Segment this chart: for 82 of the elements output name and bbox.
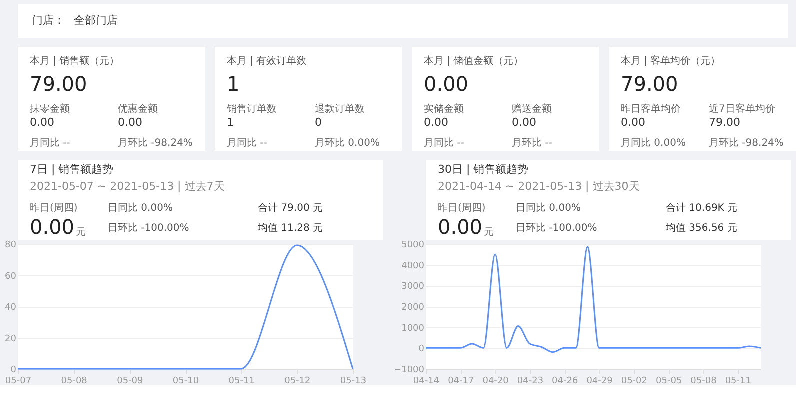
text: 实储金额 xyxy=(424,103,464,115)
text: 79.00 xyxy=(621,72,678,96)
text: 本月 | 储值金额（元） xyxy=(424,55,524,67)
text: 月同比 -- xyxy=(424,137,465,149)
text: 月环比 -98.24% xyxy=(709,137,784,149)
text: 0.00 xyxy=(424,116,448,129)
text: 月同比 -- xyxy=(227,137,268,149)
text: 近7日客单均价 xyxy=(709,103,776,115)
x-tick-label: 05-10 xyxy=(172,376,200,386)
x-tick-label: 04-29 xyxy=(586,376,614,386)
text: 优惠金额 xyxy=(118,103,158,115)
y-tick-label: 80 xyxy=(5,240,17,250)
text: 昨日(周四) xyxy=(438,202,486,214)
text: 合计 10.69K 元 xyxy=(666,202,738,214)
text: 日同比 0.00% xyxy=(516,202,581,214)
chart-subtitle: 2021-04-14 ~ 2021-05-13 | 过去30天 xyxy=(438,180,640,193)
text: 退款订单数 xyxy=(315,103,365,115)
text: 0.00 xyxy=(424,72,469,96)
text: 均值 356.56 元 xyxy=(665,222,738,234)
text: 1 xyxy=(227,116,234,129)
x-tick-label: 05-09 xyxy=(117,376,144,386)
y-tick-label: 60 xyxy=(5,272,17,282)
chart-title: 30日 | 销售额趋势 xyxy=(438,163,529,176)
y-tick-label: 0 xyxy=(10,366,17,376)
text: 79.00 xyxy=(30,72,88,96)
text: 全部门店 xyxy=(74,14,118,27)
text: 本月 | 销售额（元） xyxy=(30,55,120,67)
chart-subtitle: 2021-05-07 ~ 2021-05-13 | 过去7天 xyxy=(30,180,225,193)
x-tick-label: 04-20 xyxy=(482,376,510,386)
text: 元 xyxy=(484,227,494,238)
y-tick-label: 4000 xyxy=(402,261,425,272)
text: 赠送金额 xyxy=(512,103,552,115)
y-tick-label: 1000 xyxy=(402,324,425,334)
text: 昨日客单均价 xyxy=(621,103,681,115)
text: 销售订单数 xyxy=(226,103,277,115)
y-tick-label: 3000 xyxy=(402,282,425,292)
text: 0.00 xyxy=(30,215,75,239)
text: 本月 | 有效订单数 xyxy=(227,55,307,67)
text: 1 xyxy=(227,72,240,96)
text: 0.00 xyxy=(621,116,646,129)
text: 昨日(周四) xyxy=(30,202,78,214)
text: 月同比 -- xyxy=(30,137,71,149)
text: 日环比 -100.00% xyxy=(516,222,598,234)
x-tick-label: 04-26 xyxy=(552,376,578,386)
x-tick-label: 04-14 xyxy=(413,376,440,386)
x-tick-label: 05-02 xyxy=(621,376,648,386)
y-tick-label: 20 xyxy=(5,334,17,344)
y-tick-label: −1000 xyxy=(394,366,425,376)
text: 0 xyxy=(315,116,322,129)
x-tick-label: 05-12 xyxy=(284,376,311,386)
y-tick-label: 5000 xyxy=(402,240,425,250)
text: 0.00 xyxy=(438,215,483,239)
text: 月环比 -- xyxy=(512,137,553,149)
line-series xyxy=(425,246,762,354)
text: 抹零金额 xyxy=(30,103,70,115)
x-tick-label: 05-05 xyxy=(656,376,682,386)
y-tick-label: 2000 xyxy=(402,303,425,313)
x-tick-label: 05-07 xyxy=(5,376,32,386)
text: 日同比 0.00% xyxy=(108,202,173,214)
x-tick-label: 05-13 xyxy=(340,376,367,386)
text: 月环比 0.00% xyxy=(315,137,380,149)
text: 0.00 xyxy=(512,116,536,129)
text: 合计 79.00 元 xyxy=(258,202,323,214)
text: 门店： xyxy=(32,14,65,27)
x-tick-label: 05-08 xyxy=(690,376,718,386)
x-tick-label: 05-11 xyxy=(725,376,752,386)
text: 日环比 -100.00% xyxy=(108,222,190,234)
text: 均值 11.28 元 xyxy=(257,222,323,234)
x-tick-label: 05-08 xyxy=(61,376,88,386)
text: 0.00 xyxy=(118,116,142,129)
text: 月同比 0.00% xyxy=(621,137,686,149)
y-tick-label: 0 xyxy=(418,344,425,355)
text: 0.00 xyxy=(30,116,54,129)
y-tick-label: 40 xyxy=(5,303,17,313)
text: 本月 | 客单均价（元） xyxy=(621,55,721,67)
text: 月环比 -98.24% xyxy=(118,137,193,149)
x-tick-label: 04-17 xyxy=(448,376,474,386)
chart-title: 7日 | 销售额趋势 xyxy=(30,163,114,176)
x-tick-label: 04-23 xyxy=(517,376,544,386)
text: 79.00 xyxy=(709,116,740,129)
x-tick-label: 05-11 xyxy=(228,376,255,386)
text: 元 xyxy=(76,227,86,238)
